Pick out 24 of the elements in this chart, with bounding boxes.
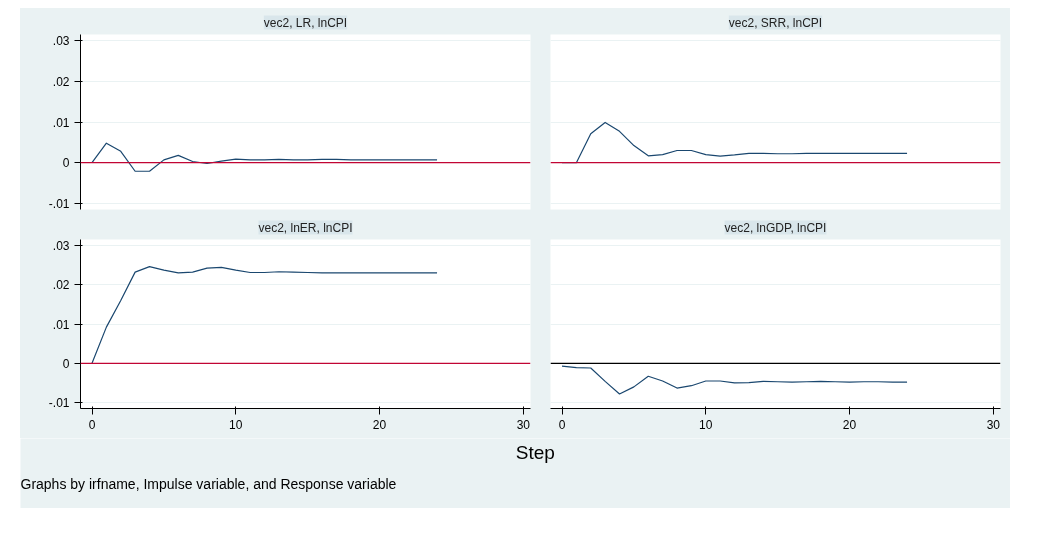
y-tick-label: 0	[62, 356, 70, 371]
chart-title: vec2, lnER, lnCPI	[258, 220, 353, 235]
x-tick-label: 20	[842, 417, 857, 432]
chart-title: vec2, LR, lnCPI	[263, 15, 348, 30]
text: Graphs by irfname, Impulse variable, and Response variable	[20, 476, 397, 492]
y-tick-label: -.01	[48, 196, 70, 211]
x-tick-label: 30	[986, 417, 1001, 432]
y-tick-label: .03	[52, 238, 70, 253]
y-tick-label: 0	[62, 156, 70, 171]
y-tick-label: .02	[52, 74, 70, 89]
x-tick-label: 0	[558, 417, 566, 432]
x-tick-label: 10	[229, 417, 243, 432]
y-tick-label: .03	[52, 34, 70, 49]
x-tick-label: 20	[372, 417, 387, 432]
y-tick-label: .01	[52, 115, 70, 130]
y-tick-label: -.01	[48, 396, 70, 411]
y-tick-label: .02	[52, 278, 70, 293]
x-axis-title: Step	[515, 442, 555, 463]
x-tick-label: 0	[88, 417, 96, 432]
chart-title: vec2, SRR, lnCPI	[728, 15, 823, 30]
y-tick-label: .01	[52, 317, 70, 332]
chart-title: vec2, lnGDP, lnCPI	[724, 220, 827, 235]
x-tick-label: 10	[699, 417, 713, 432]
x-tick-label: 30	[516, 417, 531, 432]
